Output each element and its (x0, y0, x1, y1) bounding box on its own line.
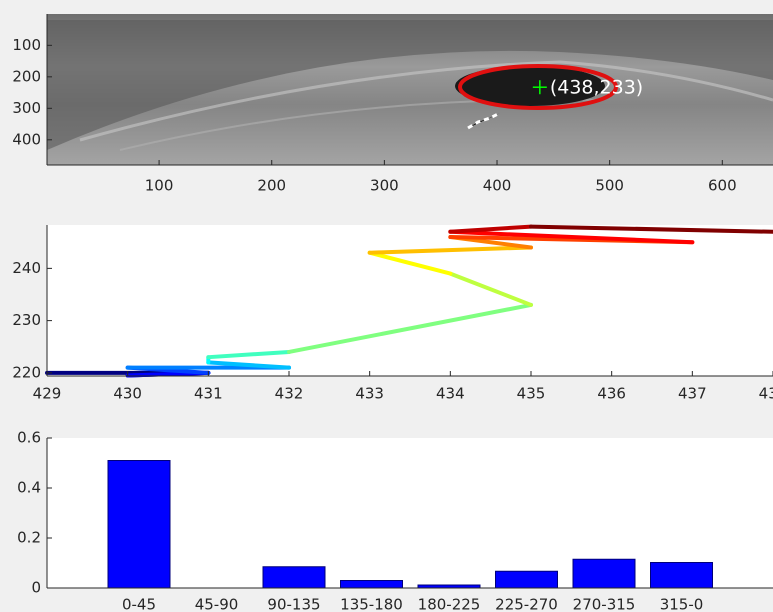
y-tick-label: 400 (12, 130, 41, 148)
bar (573, 559, 635, 588)
x-tick-label: 438 (759, 385, 773, 403)
bar (341, 581, 403, 589)
x-tick-label: 100 (145, 177, 174, 195)
x-tick-label: 437 (678, 385, 707, 403)
x-tick-label: 500 (595, 177, 624, 195)
x-tick-label: 315-0 (660, 596, 704, 612)
x-tick-label: 431 (194, 385, 223, 403)
bar (651, 563, 713, 589)
x-tick-label: 432 (275, 385, 304, 403)
y-tick-label: 230 (12, 311, 41, 329)
x-tick-label: 430 (113, 385, 142, 403)
x-tick-label: 225-270 (495, 596, 558, 612)
y-tick-label: 0.6 (17, 429, 41, 447)
x-tick-label: 90-135 (267, 596, 320, 612)
y-tick-label: 220 (12, 363, 41, 381)
x-tick-label: 435 (517, 385, 546, 403)
x-tick-label: 400 (483, 177, 512, 195)
y-tick-label: 0.2 (17, 529, 41, 547)
y-tick-label: 100 (12, 36, 41, 54)
x-tick-label: 300 (370, 177, 399, 195)
plot-area (47, 225, 773, 376)
figure: (438,233) 100 200 300 400 100 200 300 400 500 600 2… (0, 0, 773, 612)
eye-image (47, 14, 773, 165)
page: {"chart_data": [ {"type": "image", "xlim… (0, 0, 773, 612)
x-tick-label: 434 (436, 385, 465, 403)
y-tick-label: 300 (12, 99, 41, 117)
x-tick-label: 600 (708, 177, 737, 195)
x-tick-label: 270-315 (573, 596, 636, 612)
x-tick-label: 180-225 (418, 596, 481, 612)
bar (263, 567, 325, 588)
bar (108, 461, 170, 589)
x-tick-label: 0-45 (122, 596, 156, 612)
marker-label: (438,233) (550, 77, 643, 99)
y-tick-label: 240 (12, 259, 41, 277)
x-tick-label: 433 (355, 385, 384, 403)
y-tick-label: 0 (31, 579, 41, 597)
x-tick-label: 45-90 (195, 596, 239, 612)
x-tick-label: 135-180 (340, 596, 403, 612)
x-tick-label: 436 (597, 385, 626, 403)
x-tick-label: 200 (257, 177, 286, 195)
bar (496, 571, 558, 588)
x-tick-label: 429 (33, 385, 62, 403)
y-tick-label: 200 (12, 67, 41, 85)
y-tick-label: 0.4 (17, 479, 41, 497)
